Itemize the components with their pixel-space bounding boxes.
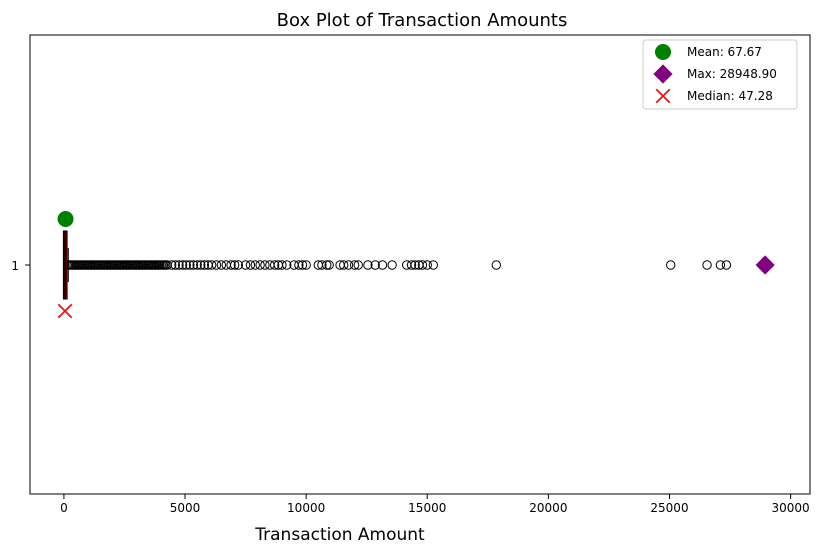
outlier-point xyxy=(260,260,270,270)
outlier-point xyxy=(216,260,227,270)
outlier-point xyxy=(170,260,181,270)
outlier-point xyxy=(301,260,311,270)
outlier-point xyxy=(721,260,732,270)
x-tick-label: 5000 xyxy=(170,501,201,515)
outlier-point xyxy=(245,260,256,270)
outlier-point xyxy=(226,260,236,270)
outlier-point xyxy=(338,260,349,270)
outlier-point xyxy=(196,260,206,270)
outlier-point xyxy=(406,260,417,270)
legend-median-icon xyxy=(655,88,671,104)
x-marker-stroke xyxy=(57,303,73,319)
outlier-point xyxy=(322,260,332,270)
x-tick-label: 30000 xyxy=(772,501,810,515)
mean-marker xyxy=(57,211,74,227)
x-tick-label: 10000 xyxy=(287,501,325,515)
outlier-point xyxy=(353,260,363,270)
legend-label: Mean: 67.67 xyxy=(687,45,762,59)
outlier-point xyxy=(181,260,191,270)
legend-max-icon xyxy=(653,64,673,84)
outlier-point xyxy=(422,260,432,270)
max-marker xyxy=(755,255,775,275)
outlier-point xyxy=(269,260,280,270)
outlier-point xyxy=(702,260,712,270)
x-tick-label: 0 xyxy=(60,501,68,515)
legend-label: Median: 47.28 xyxy=(687,89,773,103)
outlier-point xyxy=(199,260,210,270)
outlier-point xyxy=(324,260,334,270)
outlier-point xyxy=(317,260,327,270)
median-marker xyxy=(57,303,73,319)
outlier-point xyxy=(370,260,380,270)
outlier-point xyxy=(192,260,202,270)
outlier-point xyxy=(387,260,397,270)
legend-label: Max: 28948.90 xyxy=(687,67,777,81)
outlier-point xyxy=(185,260,195,270)
outlier-point xyxy=(188,260,199,270)
x-tick-label: 20000 xyxy=(529,501,567,515)
y-tick-label: 1 xyxy=(11,259,19,273)
outlier-point xyxy=(491,260,502,270)
legend-box xyxy=(642,39,798,110)
x-axis-label: Transaction Amount xyxy=(254,525,425,545)
outlier-point xyxy=(666,260,676,270)
outlier-point xyxy=(211,260,222,270)
chart-title: Box Plot of Transaction Amounts xyxy=(277,10,568,31)
stat-markers xyxy=(57,211,775,319)
outlier-point xyxy=(233,260,244,270)
outlier-point xyxy=(715,260,726,270)
x-tick-label: 15000 xyxy=(408,501,446,515)
box-element xyxy=(62,230,69,300)
outlier-point xyxy=(282,260,292,270)
outlier-point xyxy=(294,260,304,270)
outlier-point xyxy=(410,260,420,270)
legend-mean-icon xyxy=(655,44,671,60)
x-tick-label: 25000 xyxy=(650,501,688,515)
outlier-point xyxy=(417,260,428,270)
outlier-point xyxy=(240,260,251,270)
outlier-point xyxy=(229,260,240,270)
x-marker-stroke xyxy=(655,88,671,104)
outlier-point xyxy=(349,260,360,270)
outlier-point xyxy=(167,260,177,270)
outlier-point xyxy=(363,260,373,270)
outlier-point xyxy=(206,260,217,270)
x-axis-ticks: 0 5000 10000 15000 20000 25000 30000 xyxy=(60,494,810,515)
outlier-point xyxy=(343,260,354,270)
outlier-point xyxy=(277,260,287,270)
outlier-point xyxy=(174,260,184,270)
outlier-point xyxy=(377,260,388,270)
outlier-point xyxy=(177,260,188,270)
outlier-point xyxy=(297,260,308,270)
outlier-point xyxy=(250,260,260,270)
outlier-point xyxy=(428,260,439,270)
legend: Mean: 67.67 Max: 28948.90 Median: 47.28 xyxy=(642,39,798,110)
outlier-point xyxy=(255,260,265,270)
